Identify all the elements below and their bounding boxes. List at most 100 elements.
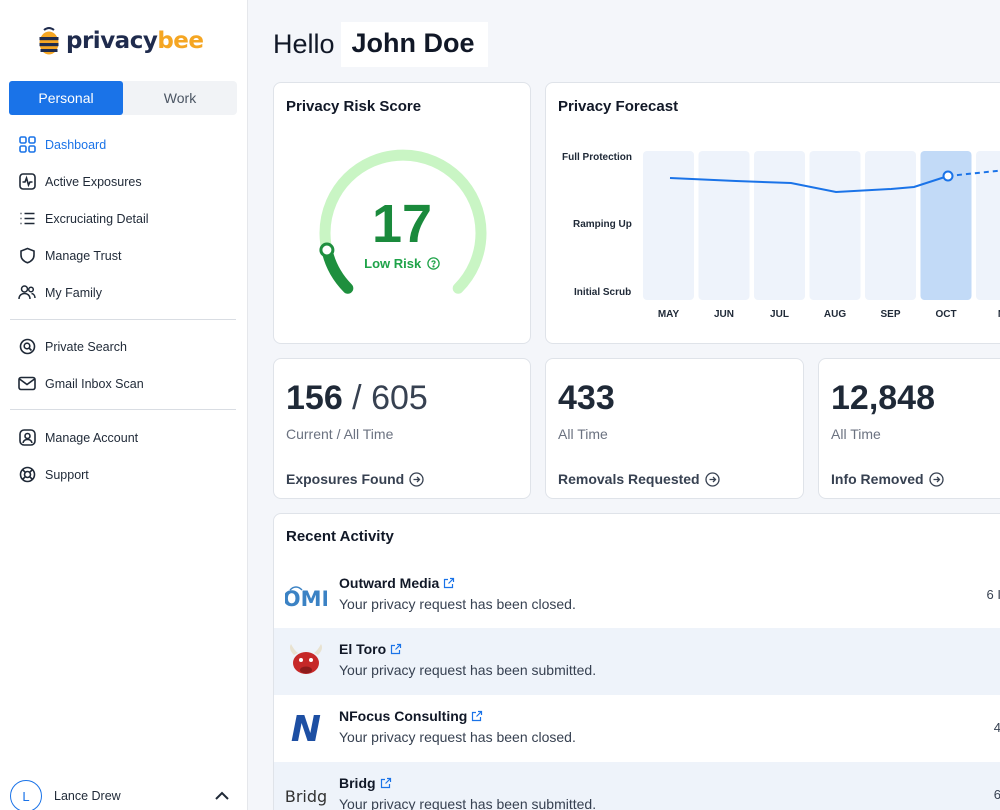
greeting-name: John Doe — [340, 22, 488, 67]
dashboard-icon — [18, 136, 36, 154]
activity-row[interactable]: El Toro Your privacy request has been su… — [274, 628, 1000, 695]
risk-level-text: Low Risk — [364, 256, 422, 271]
el-toro-logo — [285, 641, 327, 681]
activity-row[interactable]: OMI Outward Media Your privacy request h… — [274, 562, 1000, 629]
support-icon — [18, 466, 36, 484]
activity-name: El Toro — [339, 641, 402, 657]
forecast-month-column — [920, 151, 972, 300]
nav-active-exposures[interactable]: Active Exposures — [10, 163, 236, 200]
user-name: Lance Drew — [54, 789, 121, 803]
activity-message: Your privacy request has been closed. — [339, 596, 576, 612]
risk-score-value: 17 — [371, 194, 433, 254]
mail-icon — [18, 375, 36, 393]
nav-divider — [10, 409, 236, 410]
nav-gmail-inbox-scan[interactable]: Gmail Inbox Scan — [10, 365, 236, 402]
nav-label: Dashboard — [45, 137, 107, 152]
forecast-month-label: N — [976, 309, 1000, 320]
greeting: Hello John Doe — [273, 22, 488, 67]
nav-excruciating-detail[interactable]: Excruciating Detail — [10, 200, 236, 237]
forecast-month-label: MAY — [657, 309, 680, 320]
external-link-icon[interactable] — [471, 710, 483, 722]
svg-text:N: N — [291, 709, 321, 748]
nav-dashboard[interactable]: Dashboard — [10, 126, 236, 163]
nav-manage-trust[interactable]: Manage Trust — [10, 237, 236, 274]
forecast-month-column — [865, 151, 916, 300]
nav-label: Private Search — [45, 339, 127, 354]
info-removed-sub: All Time — [831, 426, 881, 442]
svg-text:OMI: OMI — [285, 587, 327, 610]
external-link-icon[interactable] — [443, 577, 455, 589]
primary-nav: Dashboard Active Exposures Excruciating … — [10, 126, 236, 311]
risk-level: Low Risk — [274, 256, 530, 271]
nav-support[interactable]: Support — [10, 456, 236, 493]
forecast-level-initial: Initial Scrub — [574, 287, 632, 298]
activity-message: Your privacy request has been submitted. — [339, 796, 597, 810]
chevron-up-icon[interactable] — [212, 786, 232, 806]
bee-icon — [39, 27, 59, 55]
activity-message: Your privacy request has been submitted. — [339, 662, 597, 678]
account-icon — [18, 429, 36, 447]
risk-score-card: Privacy Risk Score 17 Low Risk — [273, 82, 531, 344]
nav-manage-account[interactable]: Manage Account — [10, 419, 236, 456]
search-icon — [18, 338, 36, 356]
forecast-month-label: OCT — [935, 309, 957, 320]
forecast-month-label: AUG — [823, 309, 847, 320]
activity-row[interactable]: Bridg Bridg Your privacy request has bee… — [274, 762, 1000, 810]
activity-name: NFocus Consulting — [339, 708, 483, 724]
personal-tab[interactable]: Personal — [9, 81, 123, 115]
list-icon — [18, 210, 36, 228]
forecast-month-label: JUN — [713, 309, 734, 320]
avatar: L — [10, 780, 42, 810]
card-title: Recent Activity — [286, 528, 394, 545]
nav-label: Manage Trust — [45, 248, 122, 263]
activity-time: 6 — [994, 787, 1000, 802]
privacy-forecast-card: Privacy Forecast Full Protection Ramping… — [545, 82, 1000, 344]
external-link-icon[interactable] — [390, 643, 402, 655]
forecast-line — [669, 175, 949, 194]
forecast-level-ramping: Ramping Up — [573, 219, 632, 230]
nav-private-search[interactable]: Private Search — [10, 328, 236, 365]
forecast-chart — [643, 151, 1000, 300]
removals-value: 433 — [558, 379, 615, 417]
activity-row[interactable]: N NFocus Consulting Your privacy request… — [274, 695, 1000, 762]
forecast-month-label: JUL — [770, 309, 789, 320]
removals-card: 433 All Time Removals Requested — [545, 358, 804, 499]
activity-name: Bridg — [339, 775, 392, 791]
nfocus-logo: N — [285, 708, 327, 748]
exposures-card: 156 / 605 Current / All Time Exposures F… — [273, 358, 531, 499]
arrow-right-circle-icon — [704, 471, 720, 487]
forecast-month-column — [643, 151, 694, 300]
nav-label: Gmail Inbox Scan — [45, 376, 144, 391]
help-icon[interactable] — [427, 257, 440, 270]
secondary-nav: Private Search Gmail Inbox Scan — [10, 328, 236, 402]
nav-divider — [10, 319, 236, 320]
forecast-projection-line — [947, 169, 1000, 177]
svg-text:Bridg: Bridg — [285, 787, 327, 806]
exposures-sub: Current / All Time — [286, 426, 394, 442]
info-removed-link[interactable]: Info Removed — [831, 471, 944, 487]
brand-wordmark: privacybee — [66, 28, 204, 54]
arrow-right-circle-icon — [928, 471, 944, 487]
nav-label: Active Exposures — [45, 174, 142, 189]
removals-sub: All Time — [558, 426, 608, 442]
privacybee-logo[interactable]: privacybee — [38, 24, 204, 58]
recent-activity-card: Recent Activity OMI Outward Media Your p… — [273, 513, 1000, 810]
card-title: Privacy Risk Score — [286, 98, 422, 115]
nav-my-family[interactable]: My Family — [10, 274, 236, 311]
card-title: Privacy Forecast — [558, 98, 679, 115]
account-nav: Manage Account Support — [10, 419, 236, 493]
forecast-month-column — [976, 151, 1000, 300]
forecast-month-column — [809, 151, 861, 300]
external-link-icon[interactable] — [380, 777, 392, 789]
work-tab[interactable]: Work — [163, 90, 197, 106]
user-menu[interactable]: L Lance Drew — [10, 780, 236, 810]
exposures-found-link[interactable]: Exposures Found — [286, 471, 424, 487]
removals-requested-link[interactable]: Removals Requested — [558, 471, 720, 487]
info-removed-value: 12,848 — [831, 379, 935, 417]
activity-name: Outward Media — [339, 575, 455, 591]
forecast-current-point[interactable] — [942, 170, 954, 182]
activity-icon — [18, 173, 36, 191]
personal-work-toggle: Personal Work — [9, 81, 237, 115]
activity-time: 6 I — [986, 587, 1000, 602]
gauge-knob[interactable] — [319, 242, 335, 258]
